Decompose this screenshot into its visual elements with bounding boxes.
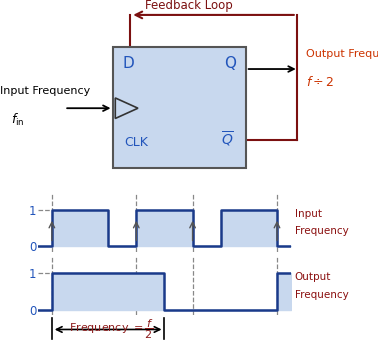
Text: D: D bbox=[123, 56, 135, 71]
Text: $f\div2$: $f\div2$ bbox=[306, 75, 335, 89]
Text: $\overline{Q}$: $\overline{Q}$ bbox=[222, 130, 234, 149]
Text: Q: Q bbox=[224, 56, 236, 71]
Text: Output Frequency: Output Frequency bbox=[306, 49, 378, 59]
Text: Input: Input bbox=[295, 209, 322, 219]
Text: Frequency $= \dfrac{f}{2}$: Frequency $= \dfrac{f}{2}$ bbox=[62, 318, 154, 341]
Text: Feedback Loop: Feedback Loop bbox=[145, 0, 233, 12]
Text: $f_{\rm in}$: $f_{\rm in}$ bbox=[11, 112, 25, 128]
Text: Input Frequency: Input Frequency bbox=[0, 86, 90, 96]
Text: Frequency: Frequency bbox=[295, 226, 349, 236]
Text: CLK: CLK bbox=[125, 136, 149, 149]
Bar bbox=[113, 46, 246, 168]
Text: Frequency: Frequency bbox=[295, 290, 349, 300]
Text: Output: Output bbox=[295, 272, 331, 282]
